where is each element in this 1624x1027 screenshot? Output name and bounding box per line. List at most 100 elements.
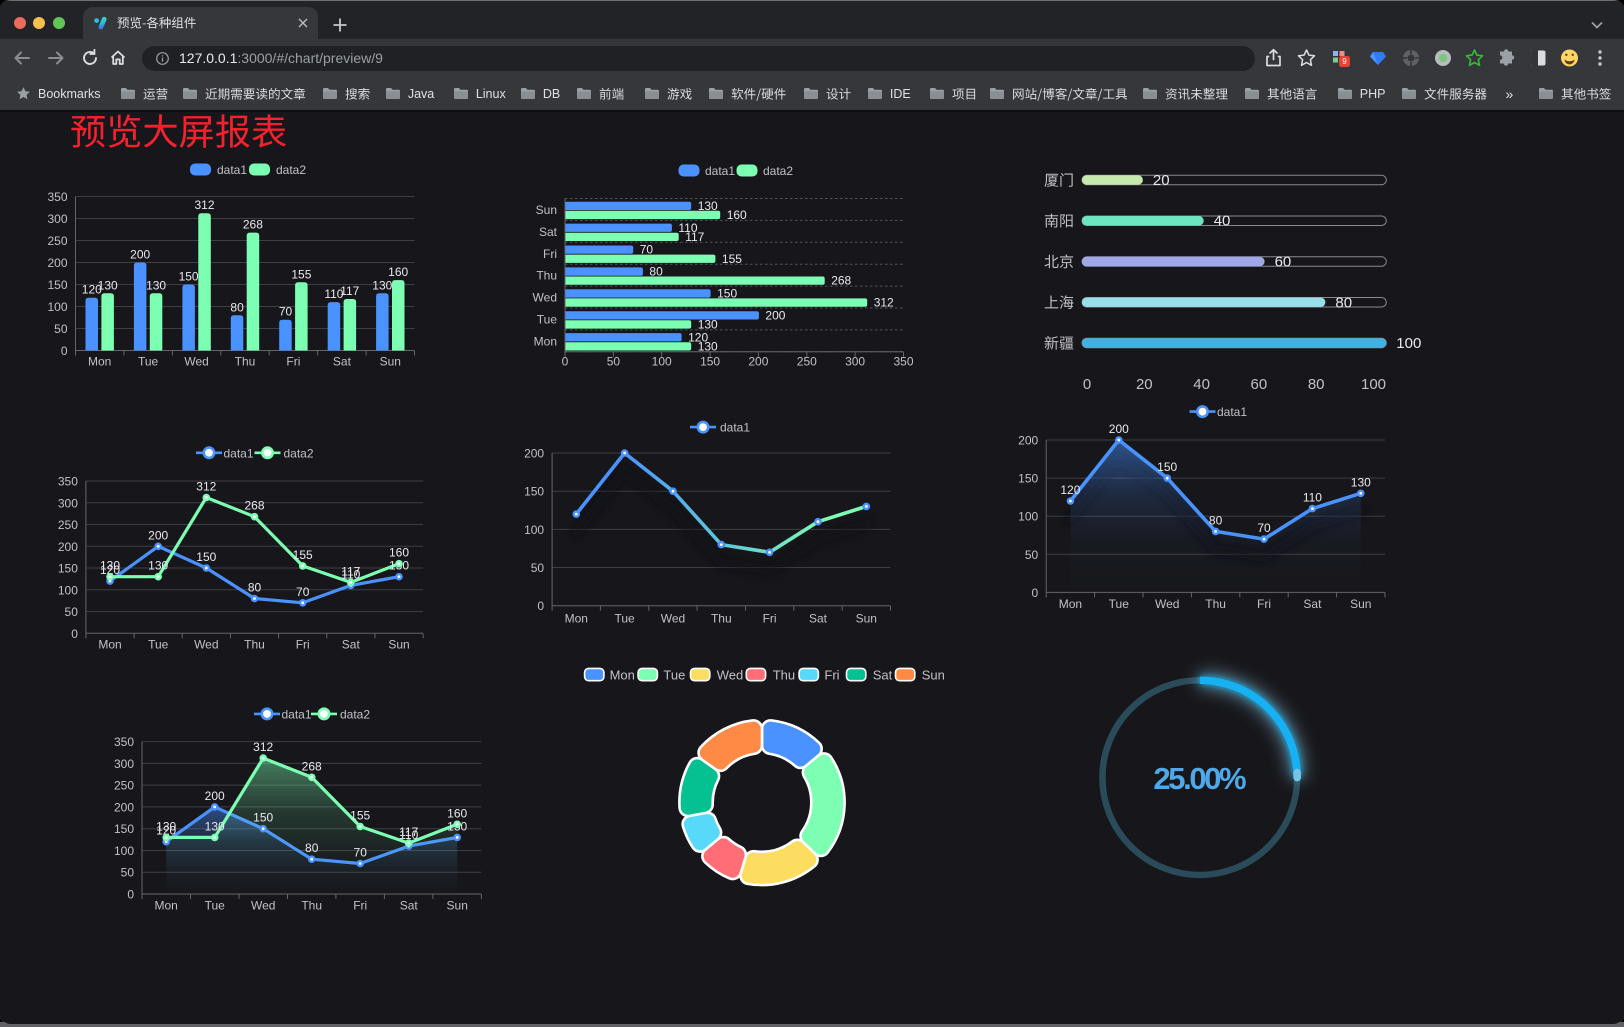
svg-text:155: 155	[291, 267, 311, 281]
svg-text:Thu: Thu	[536, 269, 557, 283]
svg-text:0: 0	[71, 627, 78, 641]
svg-text:Mon: Mon	[1059, 597, 1082, 611]
svg-text:Sun: Sun	[922, 668, 945, 683]
svg-text:268: 268	[302, 759, 322, 773]
svg-text:110: 110	[324, 287, 343, 301]
svg-text:Thu: Thu	[301, 899, 322, 913]
svg-text:Sat: Sat	[873, 668, 893, 683]
svg-text:300: 300	[58, 496, 78, 510]
svg-text:268: 268	[243, 218, 263, 232]
svg-text:Sun: Sun	[380, 355, 401, 369]
svg-text:250: 250	[47, 234, 67, 248]
svg-text:200: 200	[148, 528, 168, 542]
svg-text:Tue: Tue	[138, 355, 159, 369]
svg-text:Sun: Sun	[388, 638, 409, 652]
svg-text:130: 130	[698, 199, 718, 213]
svg-text:Tue: Tue	[614, 612, 635, 626]
svg-text:Wed: Wed	[717, 668, 744, 683]
svg-text:120: 120	[100, 563, 120, 577]
svg-text:160: 160	[727, 208, 747, 222]
svg-text:Wed: Wed	[184, 355, 208, 369]
svg-text:80: 80	[248, 581, 262, 595]
svg-text:312: 312	[874, 296, 894, 310]
svg-text:130: 130	[156, 819, 176, 833]
svg-text:130: 130	[698, 318, 718, 332]
svg-text:data1: data1	[720, 421, 750, 435]
svg-text:155: 155	[350, 809, 370, 823]
svg-text:40: 40	[1214, 213, 1231, 230]
svg-text:117: 117	[340, 284, 359, 298]
svg-text:312: 312	[253, 740, 273, 754]
svg-text:Thu: Thu	[711, 612, 732, 626]
svg-text:Sun: Sun	[856, 612, 877, 626]
svg-text:300: 300	[114, 757, 134, 771]
svg-text:120: 120	[1060, 483, 1080, 497]
svg-text:250: 250	[797, 355, 817, 369]
svg-text:Tue: Tue	[205, 899, 226, 913]
svg-text:50: 50	[607, 355, 621, 369]
svg-text:Sat: Sat	[333, 355, 352, 369]
svg-text:Tue: Tue	[663, 668, 685, 683]
svg-text:Wed: Wed	[194, 638, 218, 652]
svg-text:160: 160	[447, 806, 467, 820]
svg-text:70: 70	[279, 305, 293, 319]
svg-text:100: 100	[1018, 510, 1038, 524]
svg-text:80: 80	[305, 841, 319, 855]
svg-text:120: 120	[156, 824, 176, 838]
svg-text:80: 80	[1335, 294, 1352, 311]
svg-text:60: 60	[1275, 254, 1292, 271]
svg-text:Sat: Sat	[809, 612, 828, 626]
svg-text:Thu: Thu	[773, 668, 795, 683]
svg-text:data2: data2	[276, 163, 306, 177]
svg-text:Thu: Thu	[244, 638, 265, 652]
svg-text:200: 200	[205, 789, 225, 803]
svg-text:80: 80	[1209, 513, 1223, 527]
svg-text:350: 350	[893, 355, 913, 369]
svg-text:110: 110	[678, 221, 697, 235]
svg-text:0: 0	[537, 599, 544, 613]
svg-text:250: 250	[114, 779, 134, 793]
svg-text:250: 250	[58, 518, 78, 532]
svg-text:160: 160	[388, 265, 408, 279]
svg-text:200: 200	[1018, 434, 1038, 448]
svg-text:50: 50	[1025, 548, 1039, 562]
svg-text:100: 100	[524, 523, 544, 537]
svg-text:160: 160	[389, 546, 409, 560]
svg-text:Thu: Thu	[235, 355, 256, 369]
svg-text:Fri: Fri	[1257, 597, 1271, 611]
svg-text:Mon: Mon	[155, 899, 178, 913]
svg-text:80: 80	[230, 300, 244, 314]
svg-text:Sat: Sat	[1303, 597, 1322, 611]
svg-text:150: 150	[196, 550, 216, 564]
svg-text:Sun: Sun	[1350, 597, 1371, 611]
svg-text:150: 150	[179, 270, 199, 284]
svg-text:data1: data1	[282, 707, 312, 721]
svg-text:350: 350	[114, 735, 134, 749]
svg-text:150: 150	[58, 562, 78, 576]
svg-text:117: 117	[341, 564, 360, 578]
svg-text:Sat: Sat	[539, 225, 558, 239]
svg-text:120: 120	[82, 283, 102, 297]
svg-text:130: 130	[698, 339, 718, 353]
svg-text:200: 200	[130, 248, 150, 262]
svg-text:Tue: Tue	[1109, 597, 1130, 611]
svg-text:350: 350	[58, 475, 78, 489]
svg-text:150: 150	[1157, 460, 1177, 474]
svg-text:268: 268	[831, 274, 851, 288]
svg-text:9: 9	[1342, 57, 1347, 66]
svg-text:100: 100	[652, 355, 672, 369]
svg-text:117: 117	[685, 230, 704, 244]
svg-text:0: 0	[127, 888, 134, 902]
svg-text:0: 0	[1083, 376, 1091, 393]
svg-text:130: 130	[1351, 475, 1371, 489]
svg-text:Sat: Sat	[342, 638, 361, 652]
svg-text:Sat: Sat	[400, 899, 419, 913]
svg-text:200: 200	[114, 800, 134, 814]
svg-text:50: 50	[65, 605, 79, 619]
svg-text:120: 120	[688, 330, 708, 344]
svg-text:50: 50	[531, 561, 545, 575]
svg-text:70: 70	[640, 243, 654, 257]
svg-text:data1: data1	[224, 446, 254, 460]
svg-text:Fri: Fri	[543, 247, 557, 261]
svg-text:350: 350	[47, 190, 67, 204]
